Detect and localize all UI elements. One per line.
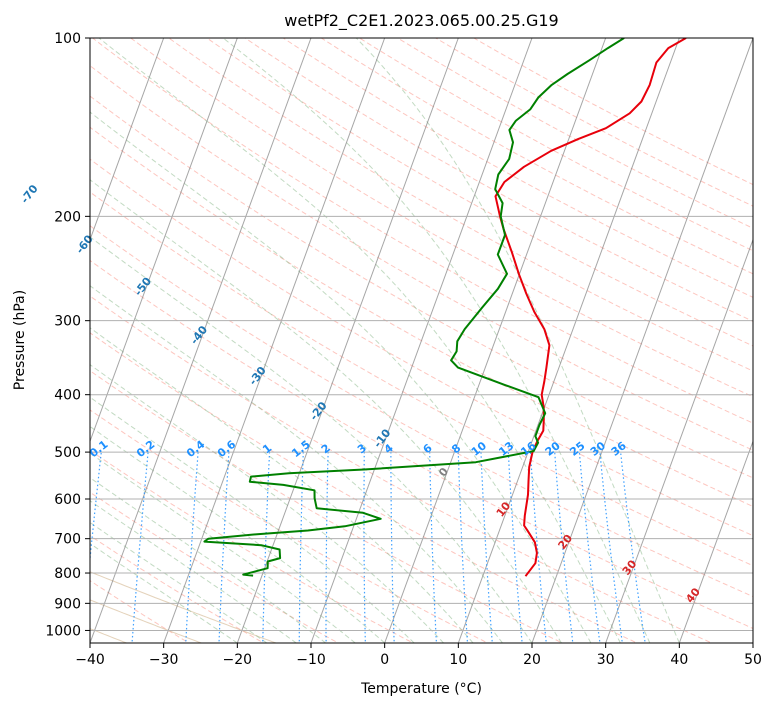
y-tick-label: 500 — [54, 445, 81, 461]
x-tick-label: −20 — [223, 652, 253, 668]
x-tick-label: 40 — [670, 652, 688, 668]
y-tick-label: 400 — [54, 388, 81, 404]
x-tick-label: 10 — [449, 652, 467, 668]
x-tick-label: 30 — [597, 652, 615, 668]
y-tick-label: 700 — [54, 532, 81, 548]
y-tick-label: 900 — [54, 596, 81, 612]
y-tick-label: 800 — [54, 566, 81, 582]
x-tick-label: −40 — [75, 652, 105, 668]
isotherm-value-label: -70 — [18, 182, 41, 206]
chart-title: wetPf2_C2E1.2023.065.00.25.G19 — [284, 11, 558, 31]
x-tick-label: −10 — [296, 652, 326, 668]
x-tick-label: 50 — [744, 652, 762, 668]
y-tick-label: 200 — [54, 209, 81, 225]
y-tick-label: 300 — [54, 314, 81, 330]
x-axis-label: Temperature (°C) — [360, 681, 482, 697]
tan-adiabat-line — [0, 25, 58, 646]
isotherm-line — [753, 38, 775, 643]
x-tick-label: 0 — [380, 652, 389, 668]
x-tick-label: −30 — [149, 652, 179, 668]
y-tick-label: 600 — [54, 492, 81, 508]
y-tick-label: 100 — [54, 31, 81, 47]
y-tick-label: 1000 — [45, 623, 81, 639]
y-axis-label: Pressure (hPa) — [12, 290, 28, 390]
x-tick-label: 20 — [523, 652, 541, 668]
